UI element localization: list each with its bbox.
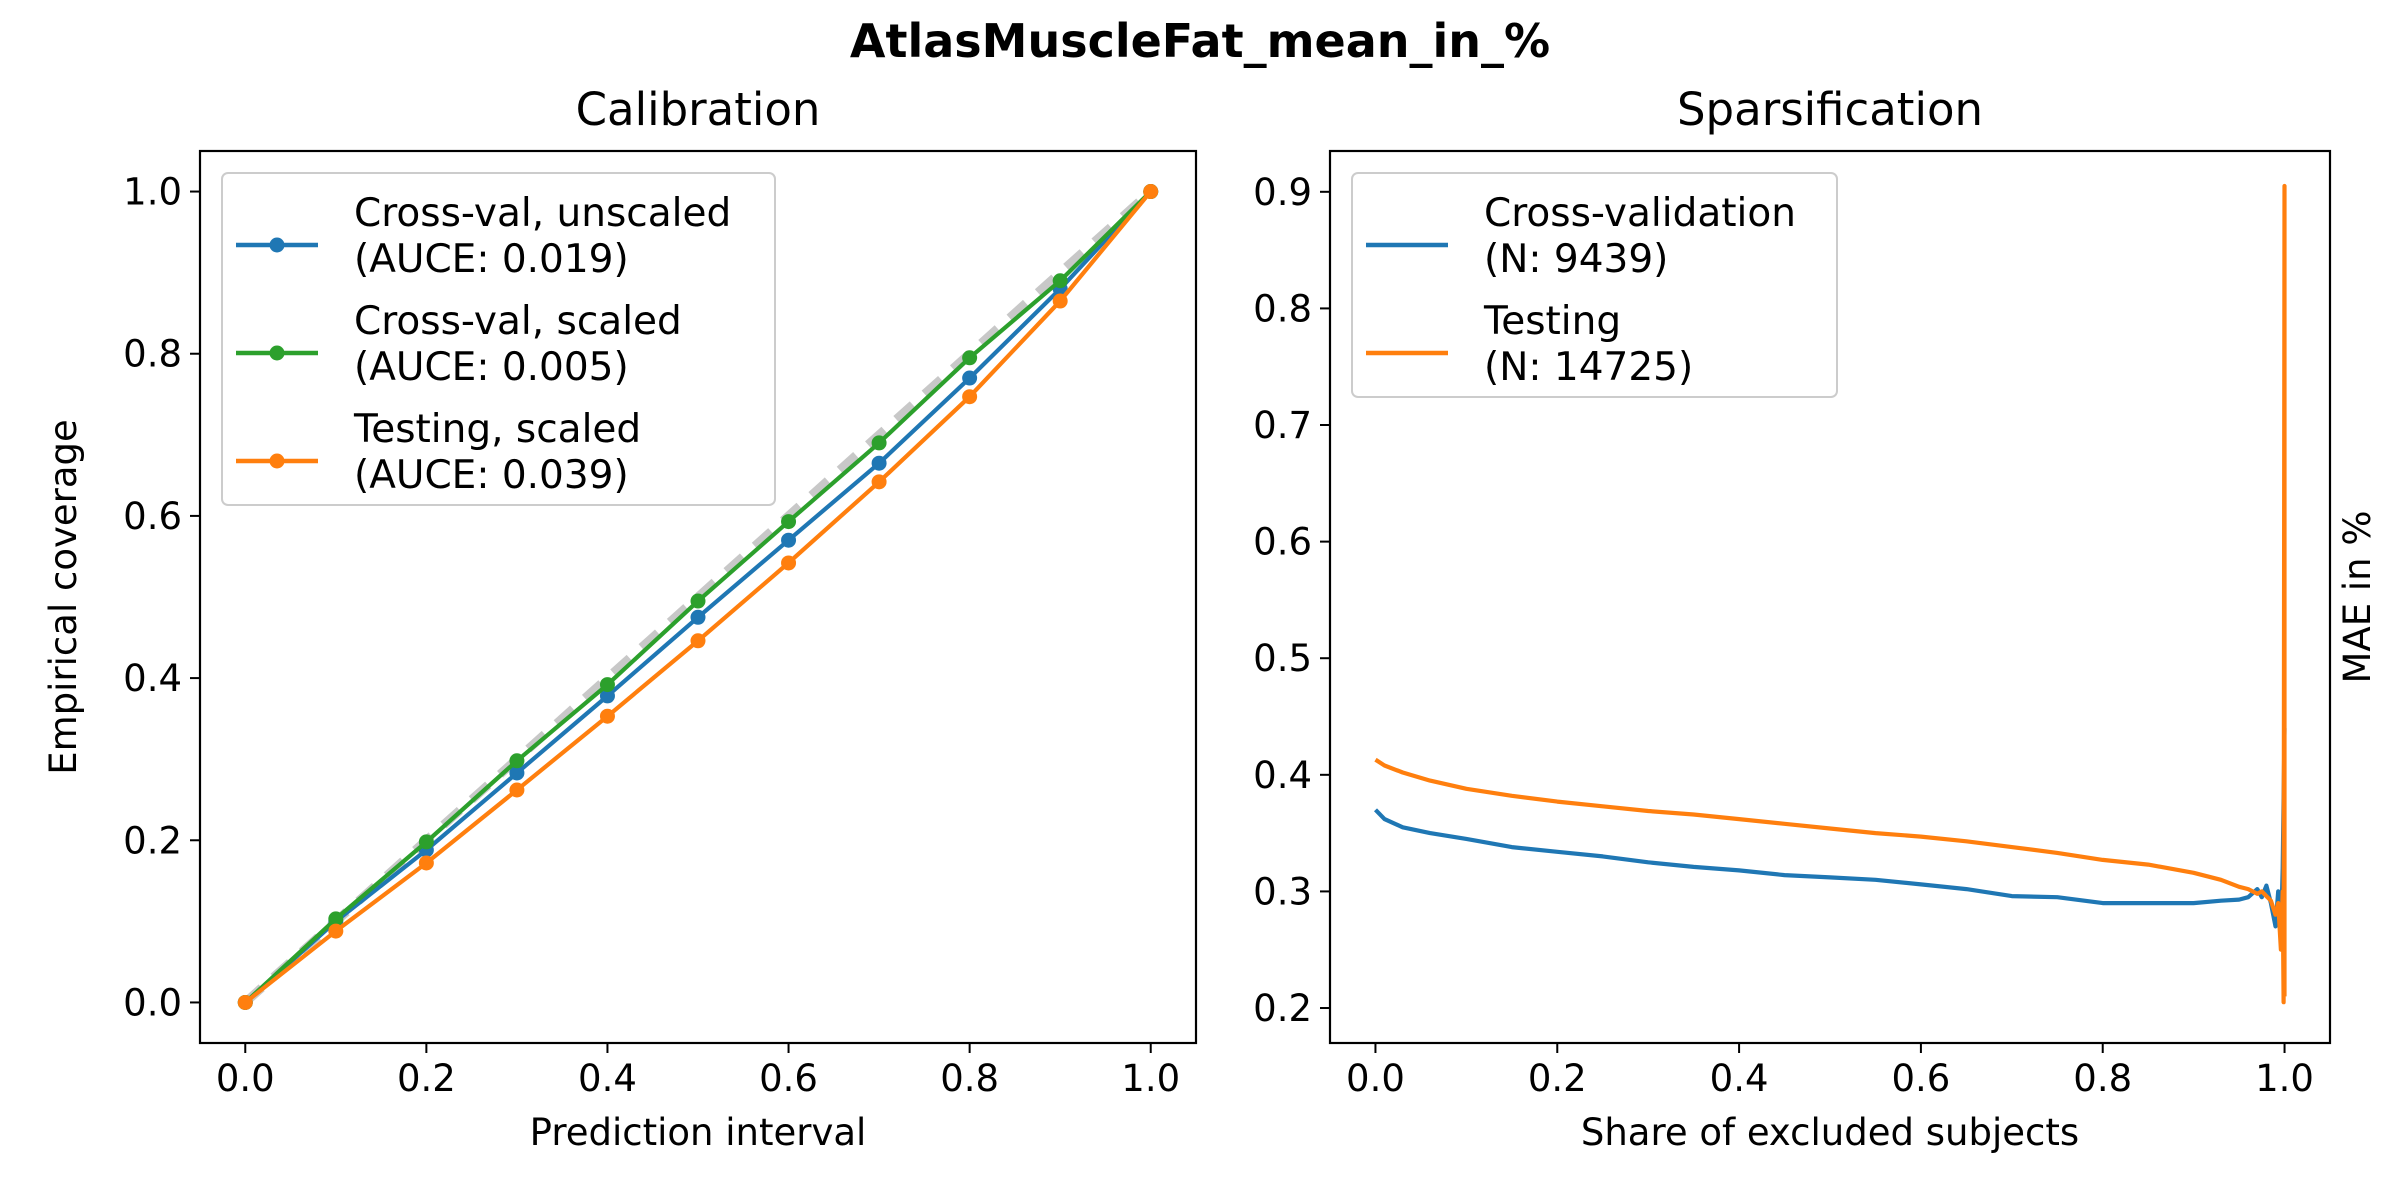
calibration-y-tick-label: 0.8 [123, 333, 182, 376]
calibration-legend-marker [269, 345, 285, 361]
figure-title: AtlasMuscleFat_mean_in_% [850, 14, 1550, 68]
sparsification-plot-frame [1328, 149, 2332, 1045]
calibration-plot-frame [198, 149, 1198, 1045]
sparsification-y-tick-label: 0.4 [1253, 754, 1312, 797]
calibration-legend-label: Cross-val, unscaled [354, 191, 731, 236]
calibration-data-point [599, 708, 615, 724]
sparsification-y-tick-label: 0.8 [1253, 287, 1312, 330]
sparsification-data-layer [1373, 183, 2287, 1005]
sparsification-y-tick-label: 0.9 [1253, 171, 1312, 214]
calibration-data-point [781, 532, 797, 548]
calibration-x-tick-label: 1.0 [1121, 1057, 1180, 1100]
calibration-data-point [962, 350, 978, 366]
calibration-data-point [509, 753, 525, 769]
calibration-y-tick-label: 1.0 [123, 171, 182, 214]
calibration-data-point [1052, 293, 1068, 309]
calibration-data-point [328, 911, 344, 927]
sparsification-panel: Sparsification Share of excluded subject… [1253, 83, 2379, 1154]
calibration-y-tick-label: 0.2 [123, 819, 182, 862]
calibration-data-point [237, 994, 253, 1010]
sparsification-x-tick-label: 0.4 [1710, 1057, 1769, 1100]
sparsification-legend-sublabel: (N: 9439) [1484, 237, 1668, 282]
calibration-y-tick-label: 0.4 [123, 657, 182, 700]
calibration-y-axis-label: Empirical coverage [42, 419, 85, 775]
calibration-title: Calibration [576, 83, 821, 136]
calibration-data-point [509, 765, 525, 781]
calibration-data-point [781, 514, 797, 530]
sparsification-legend [1351, 172, 1838, 398]
sparsification-legend-label: Cross-validation [1484, 191, 1796, 236]
calibration-legend [221, 172, 776, 506]
calibration-legend-marker [269, 237, 285, 253]
sparsification-x-tick-label: 1.0 [2255, 1057, 2314, 1100]
calibration-panel: Calibration Prediction interval Empirica… [42, 83, 1198, 1154]
calibration-data-layer [237, 184, 1159, 1010]
calibration-data-point [781, 555, 797, 571]
calibration-legend-marker [269, 453, 285, 469]
sparsification-x-tick-label: 0.8 [2073, 1057, 2132, 1100]
calibration-legend-label: Testing, scaled [353, 407, 641, 452]
calibration-data-point [1143, 184, 1159, 200]
sparsification-title: Sparsification [1677, 83, 1983, 136]
calibration-data-point [418, 834, 434, 850]
calibration-x-tick-label: 0.2 [397, 1057, 456, 1100]
sparsification-y-tick-label: 0.3 [1253, 870, 1312, 913]
calibration-data-point [690, 609, 706, 625]
sparsification-x-tick-label: 0.0 [1346, 1057, 1405, 1100]
sparsification-y-tick-label: 0.5 [1253, 637, 1312, 680]
sparsification-y-tick-label: 0.2 [1253, 987, 1312, 1030]
calibration-x-tick-label: 0.4 [578, 1057, 637, 1100]
calibration-x-axis-label: Prediction interval [530, 1111, 867, 1154]
calibration-data-point [599, 677, 615, 693]
calibration-x-tick-label: 0.6 [759, 1057, 818, 1100]
calibration-legend-sublabel: (AUCE: 0.019) [354, 237, 629, 282]
calibration-data-point [871, 474, 887, 490]
calibration-legend-sublabel: (AUCE: 0.039) [354, 453, 629, 498]
calibration-legend-label: Cross-val, scaled [354, 299, 682, 344]
sparsification-series-line [1374, 183, 2287, 1005]
calibration-data-point [690, 633, 706, 649]
calibration-data-point [328, 923, 344, 939]
sparsification-y-axis-label: MAE in % [2336, 510, 2379, 683]
calibration-x-tick-label: 0.0 [216, 1057, 275, 1100]
sparsification-x-axis-label: Share of excluded subjects [1581, 1111, 2079, 1154]
calibration-data-point [690, 593, 706, 609]
sparsification-x-tick-label: 0.6 [1891, 1057, 1950, 1100]
calibration-y-tick-label: 0.0 [123, 981, 182, 1024]
calibration-data-point [871, 435, 887, 451]
calibration-y-tick-label: 0.6 [123, 495, 182, 538]
calibration-data-point [871, 455, 887, 471]
sparsification-legend-sublabel: (N: 14725) [1484, 345, 1693, 390]
calibration-data-point [962, 389, 978, 405]
sparsification-x-tick-label: 0.2 [1528, 1057, 1587, 1100]
calibration-data-point [1052, 273, 1068, 289]
calibration-data-point [962, 370, 978, 386]
sparsification-legend-label: Testing [1483, 299, 1621, 344]
calibration-data-point [509, 782, 525, 798]
sparsification-y-tick-label: 0.7 [1253, 404, 1312, 447]
calibration-data-point [418, 855, 434, 871]
calibration-legend-sublabel: (AUCE: 0.005) [354, 345, 629, 390]
sparsification-y-tick-label: 0.6 [1253, 521, 1312, 564]
calibration-x-tick-label: 0.8 [940, 1057, 999, 1100]
calibration-data-point [599, 688, 615, 704]
